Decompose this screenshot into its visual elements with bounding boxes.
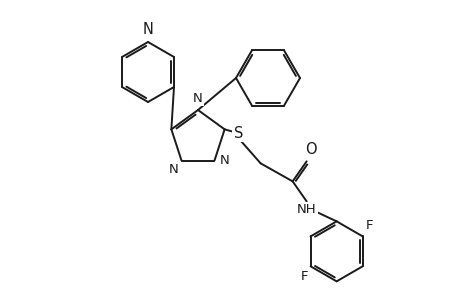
Text: O: O (304, 142, 316, 157)
Text: N: N (193, 92, 202, 105)
Text: N: N (219, 154, 229, 167)
Text: N: N (142, 22, 153, 37)
Text: F: F (301, 270, 308, 283)
Text: N: N (168, 163, 178, 176)
Text: F: F (365, 219, 372, 232)
Text: NH: NH (296, 203, 316, 216)
Text: S: S (234, 126, 243, 141)
